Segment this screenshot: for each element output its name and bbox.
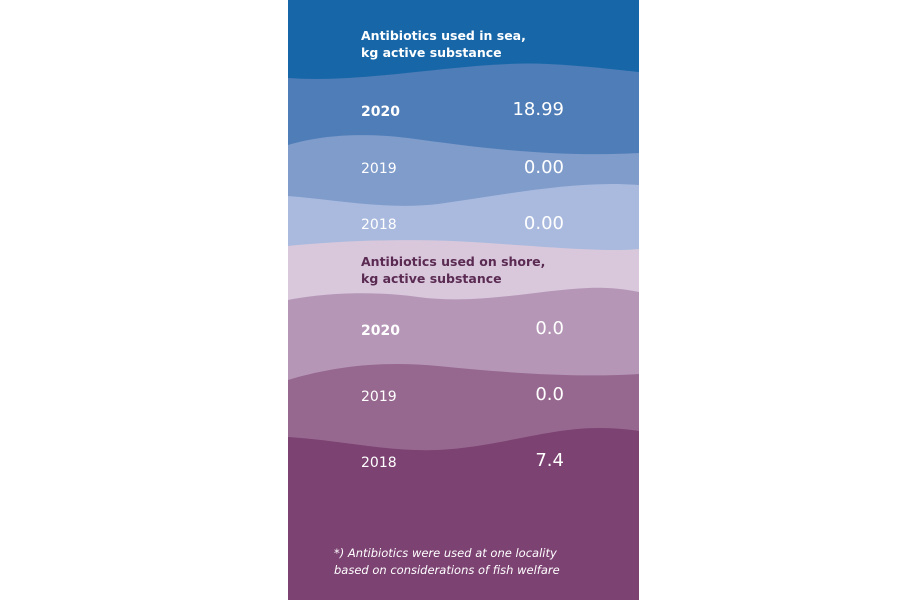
- sea-year-2020: 2020: [361, 104, 400, 120]
- shore-year-2018: 2018: [361, 455, 397, 471]
- band-shore-2018: [288, 428, 639, 600]
- sea-title-line2: kg active substance: [361, 45, 502, 60]
- shore-year-2019: 2019: [361, 389, 397, 405]
- sea-value-2018: 0.00: [523, 213, 564, 234]
- sea-title-line1: Antibiotics used in sea,: [361, 28, 526, 43]
- shore-value-2018: 7.4: [535, 450, 564, 471]
- footnote-line2: based on considerations of fish welfare: [334, 563, 560, 577]
- shore-title: Antibiotics used on shore, kg active sub…: [361, 253, 545, 287]
- shore-title-line2: kg active substance: [361, 271, 502, 286]
- footnote-line1: *) Antibiotics were used at one locality: [334, 546, 557, 560]
- antibiotics-infographic: Antibiotics used in sea, kg active subst…: [288, 0, 639, 600]
- wave-bands: [288, 0, 639, 600]
- sea-value-2020: 18.99: [512, 99, 564, 120]
- shore-value-2020: 0.0: [535, 318, 564, 339]
- sea-title: Antibiotics used in sea, kg active subst…: [361, 27, 526, 61]
- sea-year-2018: 2018: [361, 217, 397, 233]
- shore-title-line1: Antibiotics used on shore,: [361, 254, 546, 269]
- sea-value-2019: 0.00: [523, 157, 564, 178]
- shore-value-2019: 0.0: [535, 384, 564, 405]
- shore-year-2020: 2020: [361, 323, 400, 339]
- sea-year-2019: 2019: [361, 161, 397, 177]
- footnote: *) Antibiotics were used at one locality…: [334, 545, 560, 579]
